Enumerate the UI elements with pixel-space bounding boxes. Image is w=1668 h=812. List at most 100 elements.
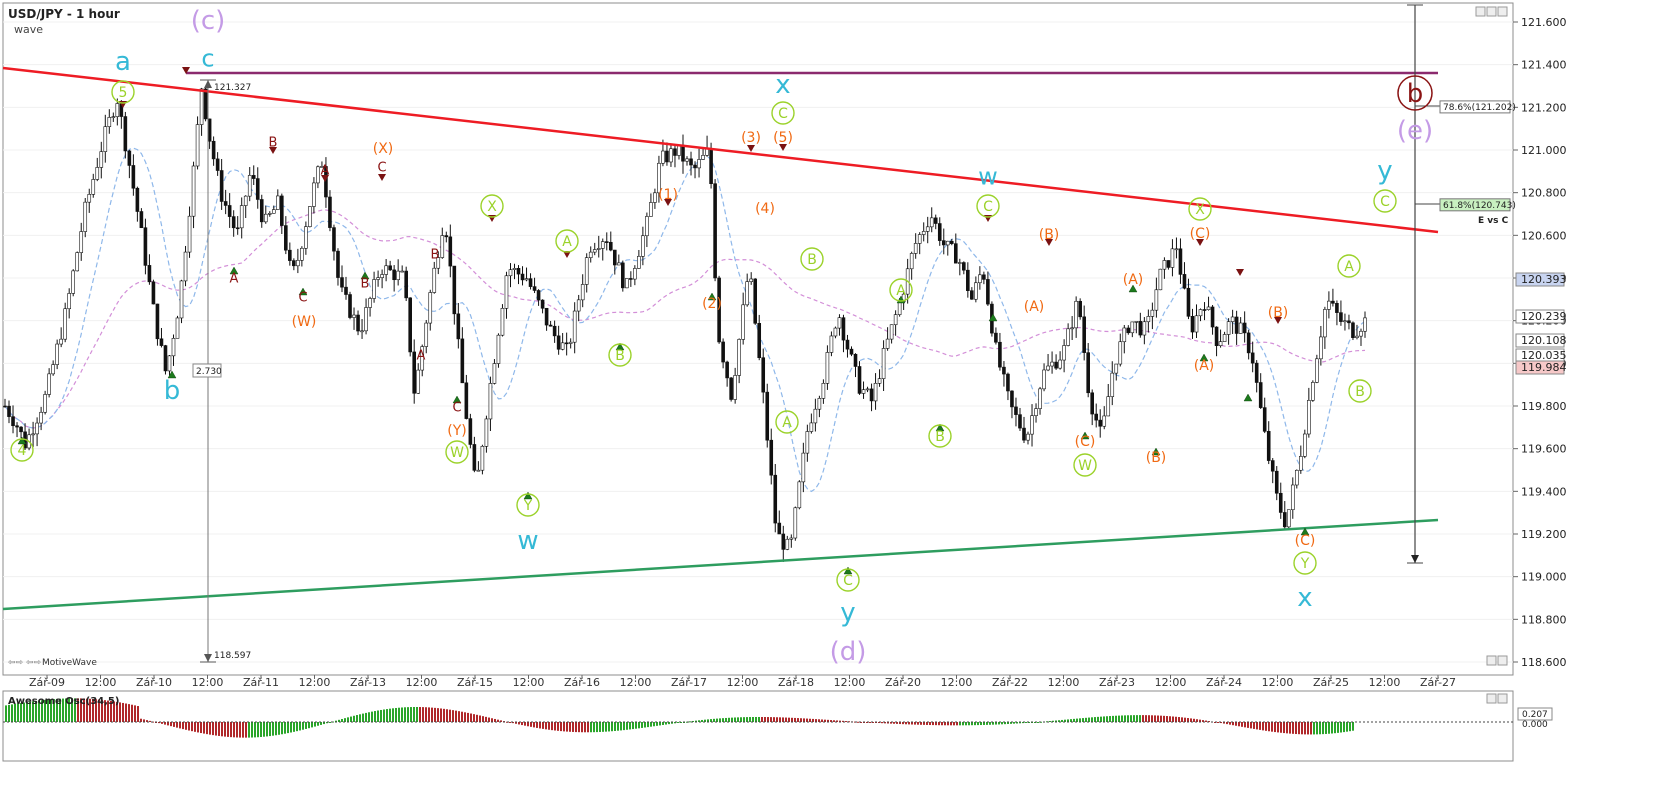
candle-body [11,416,15,427]
oscillator-bar [938,722,940,726]
candle-body [1258,382,1263,408]
candle-body [765,391,770,441]
oscillator-bar [1115,715,1117,722]
oscillator-bar [425,707,427,722]
oscillator-bar [1052,720,1054,722]
candle-body [617,262,621,266]
oscillator-bar [797,718,799,722]
oscillator-bar [911,722,913,725]
candle-body [1162,260,1167,270]
candle-body [1034,408,1038,416]
circled-label-ring [836,568,860,592]
oscillator-bar [599,722,601,732]
wave-label: (A) [1194,358,1215,374]
candle-body [420,346,425,371]
candle-body [1355,335,1359,338]
oscillator-bar [722,718,724,722]
oscillator-bar [749,717,751,722]
candle-body [199,88,204,125]
candle-body [1142,321,1147,336]
candle-body [789,537,794,540]
candle-body [769,439,774,476]
candle-body [665,150,669,163]
circled-label: C [1380,194,1390,210]
oscillator-bar [668,722,670,725]
x-tick-label: Zář-13 [350,676,386,689]
oscillator-bar [329,722,331,723]
x-tick-label: 12:00 [941,676,973,689]
oscillator-bar [122,702,124,722]
wave-label: c [201,44,214,72]
candle-body [1030,415,1034,435]
oscillator-bar [1298,722,1300,735]
candle-body [1307,400,1311,435]
chart-title: USD/JPY - 1 hour [8,7,120,21]
candle-body [1110,372,1115,397]
candle-body [239,205,244,229]
x-tick-label: Zář-25 [1313,676,1349,689]
oscillator-bar [977,722,979,726]
oscillator-bar [1328,722,1330,734]
oscillator-bar [674,722,676,724]
oscillator-bar [1271,722,1273,732]
candle-body [524,278,529,281]
oscillator-bar [125,703,127,722]
oscillator-bar [1322,722,1324,735]
oscillator-bar [11,704,13,722]
candle-body [1286,509,1291,528]
oscillator-bar [698,720,700,722]
candle-body [897,301,902,315]
wave-label: (4) [755,201,775,217]
circled-label: W [1078,458,1092,474]
oscillator-bar [1085,717,1087,722]
oscillator-bar [1130,715,1132,722]
oscillator-bar [1190,718,1192,722]
fib-projection-tool[interactable]: 78.6%(121.202) 61.8%(120.743) E vs C [1407,4,1516,564]
candle-body [873,382,878,402]
candle-body [621,262,625,289]
candle-body [845,339,850,350]
pivot-low-marker [1199,353,1209,362]
candle-body [83,201,88,232]
candle-body [111,116,116,118]
candle-body [909,253,914,270]
oscillator-bar [494,718,496,722]
candle-body [986,279,990,305]
oscillator-zero-label: 0.000 [1522,720,1548,730]
bottom-zoom-controls[interactable] [1486,655,1508,666]
candle-body [657,162,661,194]
oscillator-bar [908,722,910,725]
oscillator-bar [110,700,112,722]
candle-body [1050,361,1054,367]
pivot-low-marker [298,287,308,296]
oscillator-bar [416,706,418,722]
wave-label: x [775,70,790,100]
candle-body [51,364,55,375]
circled-label: B [1355,384,1365,400]
oscillator-bar [785,717,787,722]
oscillator-bar [929,722,931,726]
measure-tool[interactable]: 121.327 118.597 2.730 [192,79,251,663]
triangle-lower-trendline[interactable] [2,518,1439,611]
candle-body [1090,392,1094,415]
triangle-upper-trendline[interactable] [2,66,1439,234]
oscillator-bar [338,719,340,722]
oscillator-bar [356,715,358,722]
y-tick-label: 119.800 [1521,400,1567,413]
oscillator-bar [716,718,718,722]
oscillator-bar [989,722,991,725]
candle-body [1158,268,1163,291]
oscillator-bar [1058,720,1060,722]
oscillator-bar [689,721,691,723]
candle-body [1086,352,1090,394]
oscillator-bar [269,722,271,737]
pivot-high-marker [779,144,787,151]
oscillator-bar [593,722,595,733]
candle-body [131,165,136,189]
oscillator-bar [119,702,121,722]
pane-controls[interactable] [1475,6,1508,17]
candle-body [825,352,830,384]
candle-body [115,103,120,117]
candle-body [428,292,433,324]
osc-pane-controls[interactable] [1486,693,1508,704]
